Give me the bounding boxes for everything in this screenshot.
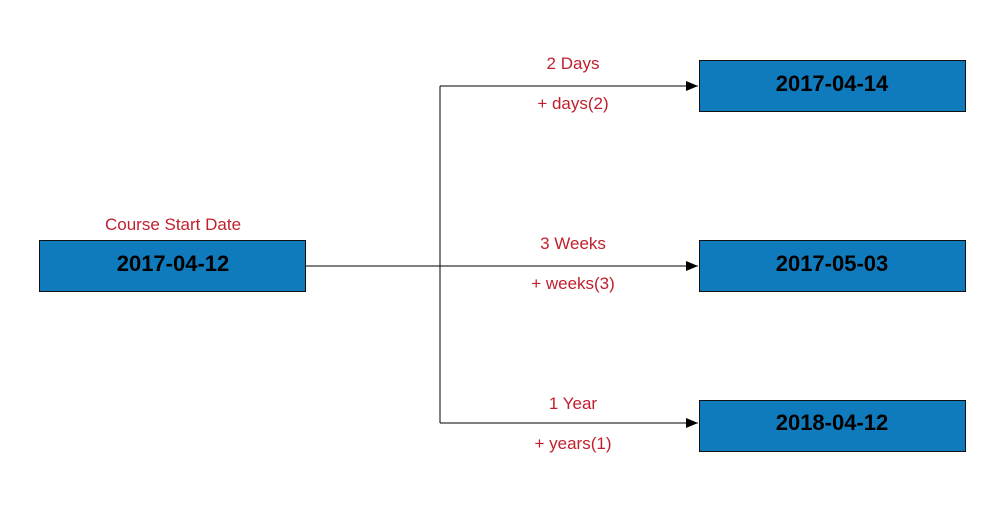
target-node-1: 2 Days + days(2) 2017-04-14 <box>537 54 966 113</box>
target-1-date: 2017-04-14 <box>776 71 889 96</box>
target-1-label-bottom: + days(2) <box>537 94 608 113</box>
target-1-box <box>699 60 966 112</box>
source-box <box>39 240 306 292</box>
target-node-2: 3 Weeks + weeks(3) 2017-05-03 <box>531 234 966 293</box>
source-node: Course Start Date 2017-04-12 <box>39 215 306 292</box>
target-3-label-top: 1 Year <box>549 394 598 413</box>
target-2-date: 2017-05-03 <box>776 251 889 276</box>
target-node-3: 1 Year + years(1) 2018-04-12 <box>535 394 966 453</box>
connectors <box>306 81 698 428</box>
target-3-date: 2018-04-12 <box>776 410 889 435</box>
target-2-box <box>699 240 966 292</box>
source-label: Course Start Date <box>105 215 241 234</box>
target-2-label-top: 3 Weeks <box>540 234 606 253</box>
target-1-label-top: 2 Days <box>547 54 600 73</box>
source-date: 2017-04-12 <box>117 251 230 276</box>
target-3-label-bottom: + years(1) <box>535 434 612 453</box>
target-3-box <box>699 400 966 452</box>
target-2-label-bottom: + weeks(3) <box>531 274 615 293</box>
